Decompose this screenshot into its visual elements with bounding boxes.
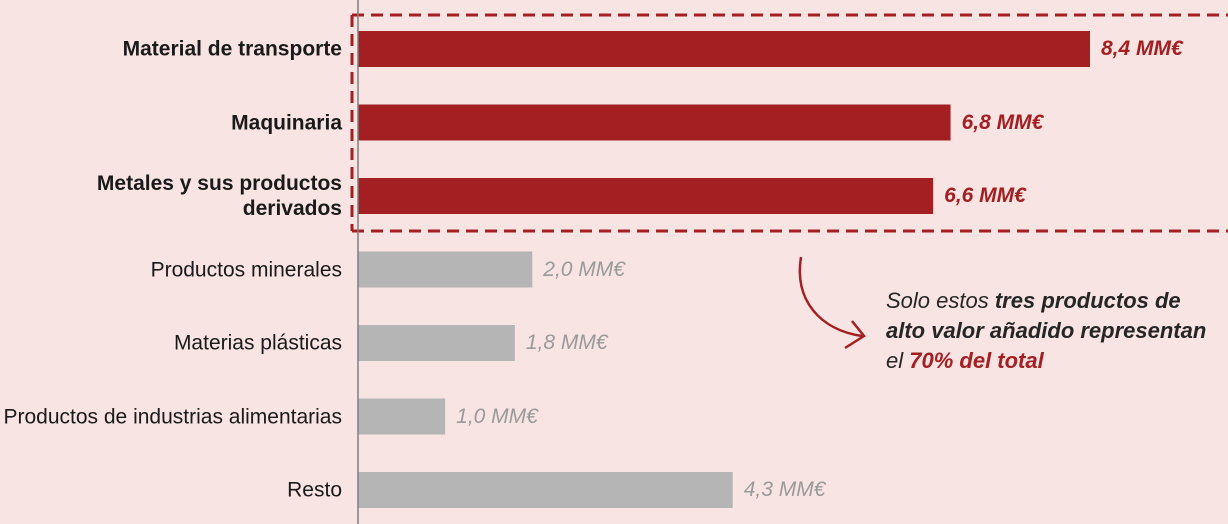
bar-3 <box>358 251 533 288</box>
category-label-5: Productos de industrias alimentarias <box>3 405 342 428</box>
bar-2 <box>358 178 934 214</box>
annotation-part-0: Solo estos <box>886 288 995 313</box>
category-label-2: Metales y sus productos derivados <box>96 172 342 220</box>
bar-1 <box>358 104 951 141</box>
bar-4 <box>358 325 515 361</box>
value-label-4: 1,8 MM€ <box>525 331 608 354</box>
value-label-0: 8,4 MM€ <box>1101 37 1183 60</box>
value-label-1: 6,8 MM€ <box>961 110 1044 134</box>
category-label-4: Materias plásticas <box>173 331 342 355</box>
highlight-box <box>350 13 1228 233</box>
bar-5 <box>358 398 446 435</box>
category-label-6: Resto <box>287 478 342 502</box>
category-label-0: Material de transporte <box>122 37 342 61</box>
bar-6 <box>358 472 733 508</box>
annotation-part-1: tres productos de alto valor añadido rep… <box>886 288 1207 343</box>
bar-0 <box>358 31 1090 67</box>
annotation-part-2: el <box>886 348 910 373</box>
category-label-1: Maquinaria <box>231 111 342 134</box>
value-label-5: 1,0 MM€ <box>456 404 538 428</box>
curved-arrow <box>798 256 863 338</box>
arrow-head <box>844 320 866 350</box>
annotation-text: Solo estos tres productos de alto valor … <box>886 286 1218 376</box>
value-label-6: 4,3 MM€ <box>743 478 826 501</box>
annotation-part-3: 70% del total <box>909 348 1044 373</box>
value-label-3: 2,0 MM€ <box>543 257 625 281</box>
category-label-3: Productos minerales <box>150 258 342 281</box>
value-label-2: 6,6 MM€ <box>944 184 1026 207</box>
